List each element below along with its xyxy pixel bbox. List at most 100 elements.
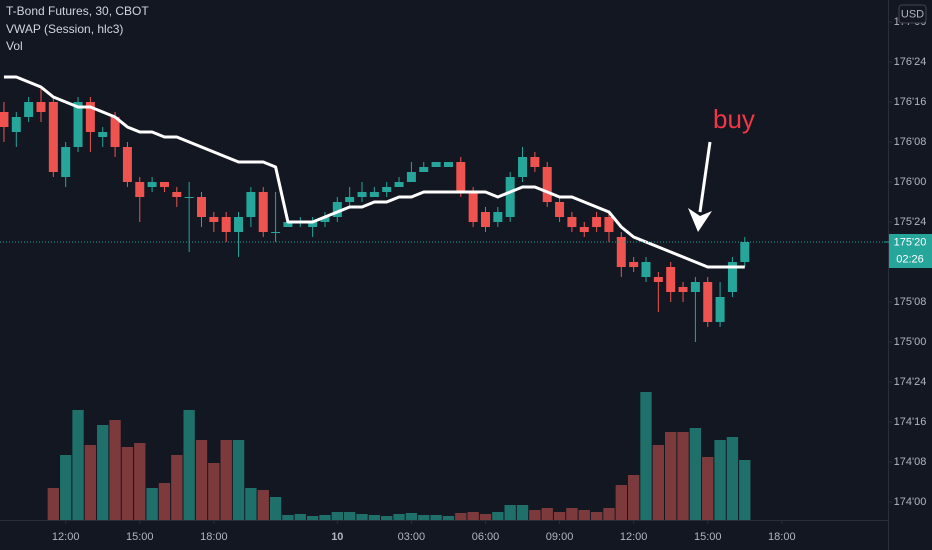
volume-bar [640, 392, 652, 520]
candle-body [579, 227, 589, 232]
candle-body [653, 277, 663, 282]
candle-body [258, 192, 268, 232]
y-tick-label: 174'24 [894, 376, 927, 388]
price-axis-panel [888, 0, 932, 550]
volume-bar [739, 460, 751, 520]
x-tick-label: 18:00 [200, 531, 228, 543]
candle-body [36, 102, 46, 112]
candle-body [122, 147, 132, 182]
volume-bar [553, 512, 566, 520]
last-price-box [889, 234, 932, 251]
candle-body [320, 217, 330, 222]
candle-body [221, 217, 231, 232]
x-tick-label: 06:00 [472, 531, 500, 543]
volume-bar [541, 508, 553, 520]
volume-bar [504, 505, 516, 520]
volume-bar [467, 512, 479, 520]
time-axis-panel [0, 520, 888, 550]
x-tick-label: 10 [331, 531, 343, 543]
candle-body [332, 202, 342, 217]
volume-bar [72, 410, 84, 520]
candle-body [727, 262, 737, 292]
indicator-label: VWAP (Session, hlc3) [6, 22, 123, 36]
volume-bar [578, 510, 590, 520]
volume-bar [516, 505, 529, 520]
y-tick-label: 176'08 [894, 136, 927, 148]
x-tick-label: 18:00 [768, 531, 796, 543]
currency-label[interactable]: USD [901, 8, 924, 20]
countdown-label: 02:26 [896, 253, 924, 265]
arrow-head [688, 208, 712, 232]
candle-body [197, 197, 207, 217]
candle-body [369, 192, 379, 197]
candle-body [283, 222, 293, 227]
volume-bar [183, 410, 195, 520]
volume-bar [97, 425, 109, 520]
candle-body [493, 212, 503, 222]
volume-bar [171, 455, 183, 520]
candle-body [234, 217, 244, 232]
volume-bar [269, 497, 282, 520]
candle-body [345, 197, 355, 202]
volume-bar [245, 488, 257, 520]
volume-bar [603, 508, 615, 520]
volume-bar [109, 420, 121, 520]
candle-body [24, 102, 34, 117]
volume-bar [220, 440, 232, 520]
candle-body [61, 147, 71, 177]
volume-bar [60, 455, 72, 520]
candle-body [690, 282, 700, 292]
x-tick-label: 12:00 [620, 531, 648, 543]
volume-bar [282, 515, 294, 520]
volume-bar [393, 514, 405, 520]
volume-bar [529, 510, 541, 520]
candle-body [172, 192, 182, 197]
volume-bar [121, 447, 134, 520]
volume-bar [627, 475, 640, 520]
candle-body [542, 167, 552, 202]
candle-body [85, 102, 95, 132]
countdown-box [889, 251, 932, 268]
y-tick-label: 176'00 [894, 176, 927, 188]
volume-bar [319, 515, 331, 520]
y-tick-label: 176'24 [894, 56, 927, 68]
candle-body [431, 162, 441, 167]
candle-body [209, 217, 219, 222]
x-tick-label: 12:00 [52, 531, 80, 543]
volume-bar [158, 483, 171, 520]
candle-body [419, 167, 429, 172]
currency-box[interactable] [898, 4, 927, 24]
volume-bar [208, 463, 220, 520]
candle-body [604, 217, 614, 232]
volume-bar [257, 490, 269, 520]
candle-body [468, 192, 478, 222]
arrow-shaft [698, 141, 712, 213]
candle-body [703, 282, 713, 322]
y-tick-label: 174'08 [894, 456, 927, 468]
volume-label: Vol [6, 39, 23, 53]
x-tick-label: 15:00 [694, 531, 722, 543]
volume-bar [381, 516, 393, 520]
candle-body [135, 182, 145, 197]
y-tick-label: 174'16 [894, 416, 927, 428]
candle-body [629, 262, 639, 267]
volume-bar [343, 512, 356, 520]
candle-body [678, 287, 688, 292]
candle-body [11, 117, 21, 132]
candle-body [159, 182, 169, 187]
candle-body [567, 217, 577, 227]
candle-body [0, 112, 9, 127]
volume-bar [652, 445, 665, 520]
candle-body [666, 267, 676, 292]
x-tick-label: 09:00 [546, 531, 574, 543]
volume-bar [442, 516, 455, 520]
volume-bar [677, 432, 689, 520]
volume-bar [430, 515, 442, 520]
candle-body [505, 177, 515, 217]
x-tick-label: 15:00 [126, 531, 154, 543]
y-tick-label: 175'00 [894, 336, 927, 348]
y-tick-label: 176'16 [894, 96, 927, 108]
